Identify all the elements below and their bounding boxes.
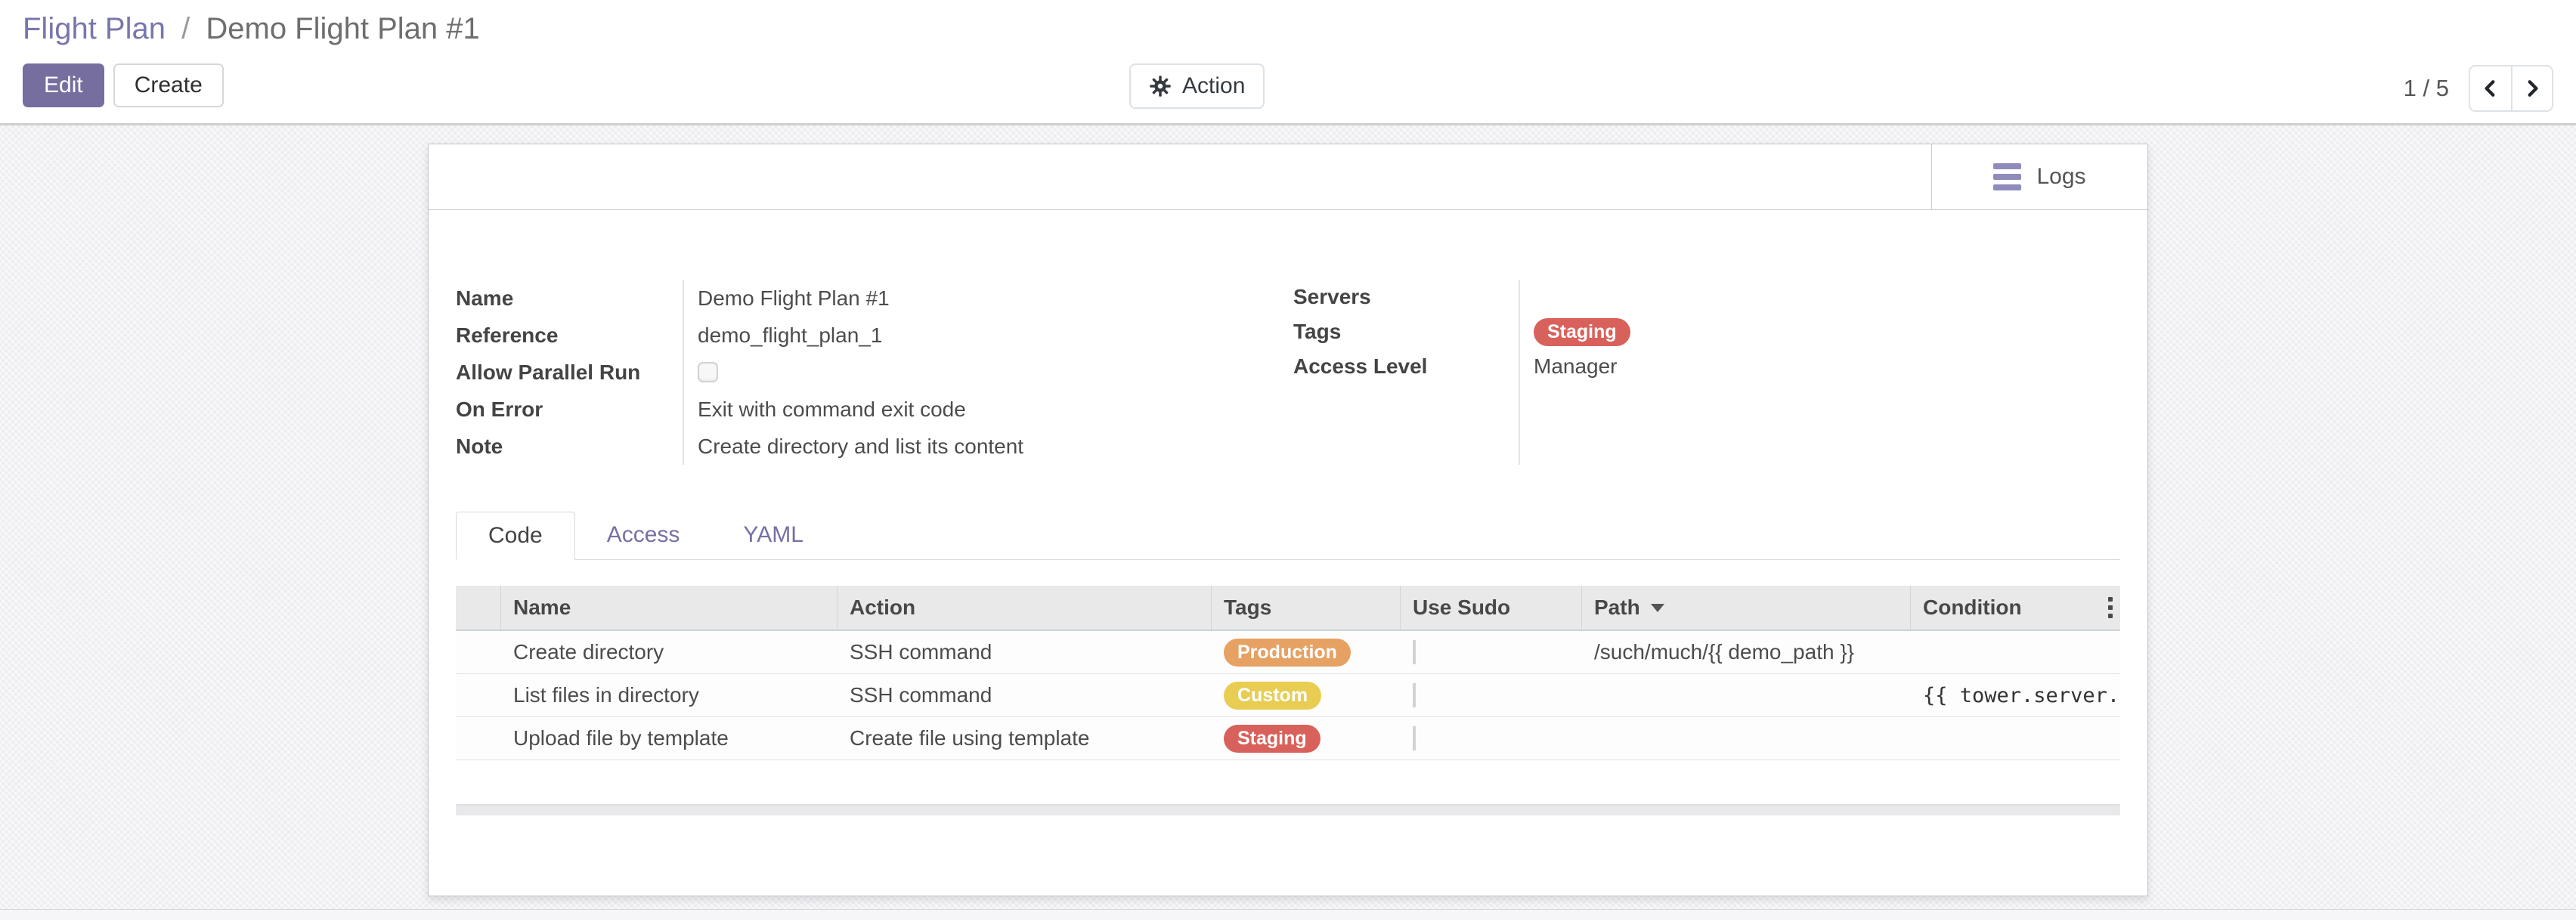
breadcrumb: Flight Plan / Demo Flight Plan #1 xyxy=(23,12,480,46)
row-use-sudo-cell xyxy=(1401,683,1582,707)
use-sudo-checkbox[interactable] xyxy=(1413,683,1416,707)
row-name-cell: Create directory xyxy=(513,640,664,664)
row-path-cell: /such/much/{{ demo_path }} xyxy=(1594,640,1855,664)
breadcrumb-parent-link[interactable]: Flight Plan xyxy=(23,12,166,45)
form-view-background: Logs Name Reference Allow Parallel Run O… xyxy=(0,125,2576,920)
allow-parallel-run-checkbox[interactable] xyxy=(698,362,718,382)
column-header-condition[interactable]: Condition xyxy=(1911,586,2120,630)
table-header-row: Name Action Tags Use Sudo Path Condition xyxy=(456,586,2120,631)
field-value-on-error: Exit with command exit code xyxy=(698,397,966,421)
field-group-right: Servers Tags Access Level Staging Manage… xyxy=(1293,280,2120,465)
row-action-cell: Create file using template xyxy=(850,726,1090,750)
field-value-access-level: Manager xyxy=(1534,354,1618,378)
row-use-sudo-cell xyxy=(1401,726,1582,750)
chevron-right-icon xyxy=(2522,79,2542,98)
field-label-allow-parallel-run: Allow Parallel Run xyxy=(456,360,641,384)
column-header-handle xyxy=(456,586,501,630)
field-label-on-error: On Error xyxy=(456,397,543,421)
tab-code[interactable]: Code xyxy=(456,512,575,560)
field-label-name: Name xyxy=(456,286,514,310)
row-use-sudo-cell xyxy=(1401,640,1582,664)
column-header-use-sudo[interactable]: Use Sudo xyxy=(1401,586,1582,630)
breadcrumb-current: Demo Flight Plan #1 xyxy=(206,12,480,45)
field-label-reference: Reference xyxy=(456,323,559,347)
pager: 1 / 5 xyxy=(2404,65,2553,112)
field-label-note: Note xyxy=(456,434,503,458)
control-panel: Flight Plan / Demo Flight Plan #1 Edit C… xyxy=(0,0,2576,125)
logs-button-label: Logs xyxy=(2036,164,2086,189)
row-name-cell: List files in directory xyxy=(513,683,699,707)
viewport-bottom-strip xyxy=(0,909,2576,920)
row-tags-cell: Production xyxy=(1212,638,1401,667)
table-row[interactable]: List files in directory SSH command Cust… xyxy=(456,674,2120,717)
use-sudo-checkbox[interactable] xyxy=(1413,640,1416,664)
field-label-servers: Servers xyxy=(1293,285,1371,308)
tag-badge-production: Production xyxy=(1224,638,1351,667)
pager-value: 1 / 5 xyxy=(2403,75,2449,101)
table-row[interactable]: Create directory SSH command Production … xyxy=(456,631,2120,674)
create-button[interactable]: Create xyxy=(113,63,224,107)
tab-yaml[interactable]: YAML xyxy=(743,522,803,547)
logs-list-icon xyxy=(1993,163,2022,190)
gear-icon xyxy=(1149,75,1172,97)
notebook-tabs: Code Access YAML xyxy=(456,512,2120,560)
logs-button[interactable]: Logs xyxy=(1931,144,2147,209)
use-sudo-checkbox[interactable] xyxy=(1413,726,1416,750)
row-tags-cell: Staging xyxy=(1212,724,1401,753)
tag-badge-custom: Custom xyxy=(1224,681,1322,710)
column-header-action[interactable]: Action xyxy=(838,586,1212,630)
sheet-button-box: Logs xyxy=(429,144,2147,210)
pager-previous-button[interactable] xyxy=(2470,67,2511,110)
sort-desc-icon xyxy=(1650,603,1664,612)
row-condition-cell: {{ tower.server.st xyxy=(1923,683,2120,707)
column-header-name[interactable]: Name xyxy=(501,586,838,630)
field-label-tags: Tags xyxy=(1293,320,1342,343)
form-sheet: Logs Name Reference Allow Parallel Run O… xyxy=(428,144,2148,896)
row-tags-cell: Custom xyxy=(1212,681,1401,710)
field-value-note: Create directory and list its content xyxy=(698,434,1024,458)
horizontal-scrollbar[interactable] xyxy=(456,804,2120,815)
field-label-access-level: Access Level xyxy=(1293,354,1428,378)
column-header-tags[interactable]: Tags xyxy=(1212,586,1401,630)
tab-access[interactable]: Access xyxy=(606,522,680,547)
table-row[interactable]: Upload file by template Create file usin… xyxy=(456,717,2120,760)
field-value-name: Demo Flight Plan #1 xyxy=(698,286,890,310)
edit-button[interactable]: Edit xyxy=(23,63,104,107)
optional-columns-icon[interactable] xyxy=(2108,597,2113,618)
row-name-cell: Upload file by template xyxy=(513,726,729,750)
row-action-cell: SSH command xyxy=(850,683,992,707)
field-groups: Name Reference Allow Parallel Run On Err… xyxy=(456,280,2120,465)
field-group-left: Name Reference Allow Parallel Run On Err… xyxy=(456,280,1293,465)
field-value-reference: demo_flight_plan_1 xyxy=(698,323,883,347)
tag-badge-staging: Staging xyxy=(1224,724,1321,753)
column-header-path[interactable]: Path xyxy=(1582,586,1911,630)
commands-table: Name Action Tags Use Sudo Path Condition xyxy=(456,586,2120,815)
action-button[interactable]: Action xyxy=(1129,63,1265,109)
action-button-label: Action xyxy=(1182,73,1246,98)
pager-next-button[interactable] xyxy=(2511,67,2552,110)
breadcrumb-separator: / xyxy=(181,12,190,45)
row-action-cell: SSH command xyxy=(850,640,992,664)
tag-badge-staging: Staging xyxy=(1534,317,1630,346)
chevron-left-icon xyxy=(2481,79,2500,98)
